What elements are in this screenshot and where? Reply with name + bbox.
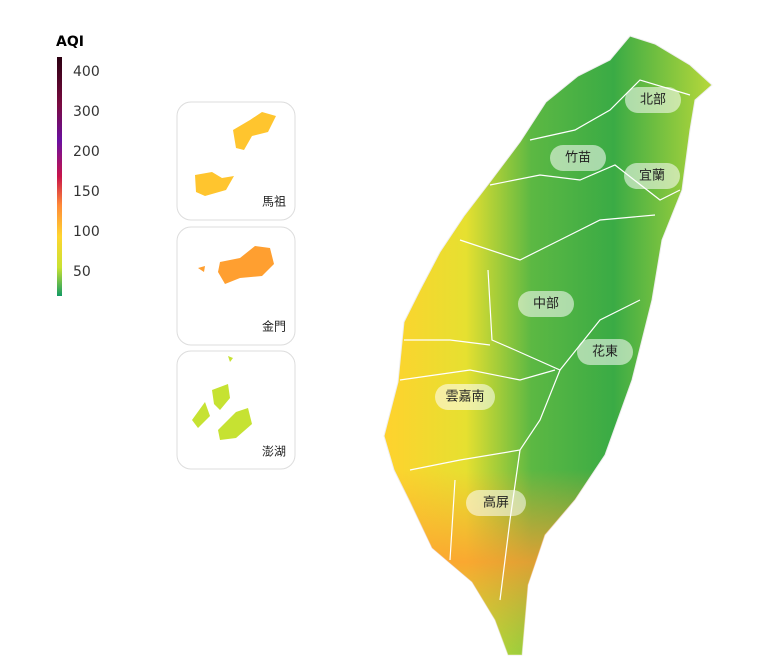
region-pill [625, 87, 681, 113]
region-label: 中部 [533, 297, 559, 312]
legend-ticks: 400 300 200 150 100 50 [73, 64, 100, 280]
region-pill [518, 291, 574, 317]
region-label: 竹苗 [565, 151, 591, 166]
penghu-shape [192, 356, 252, 440]
legend-title: AQI [56, 34, 84, 50]
legend-tick: 150 [73, 184, 100, 200]
region-pill [550, 145, 606, 171]
region-pill [435, 384, 495, 410]
south-shade [384, 36, 712, 655]
legend-tick: 100 [73, 224, 100, 240]
color-bar [57, 57, 62, 296]
legend-tick: 50 [73, 264, 91, 280]
borders [399, 79, 691, 601]
inset-label: 金門 [262, 319, 286, 334]
kinmen-shape [198, 246, 274, 284]
legend-tick: 400 [73, 64, 100, 80]
taiwan [383, 35, 713, 656]
insets: 馬祖 金門 澎湖 [176, 101, 296, 470]
region-pill [624, 163, 680, 189]
region-pill [466, 490, 526, 516]
region-label: 花東 [592, 344, 618, 360]
region-pill [577, 339, 633, 365]
legend-tick: 200 [73, 144, 100, 160]
matsu-shape [195, 112, 276, 196]
legend: AQI 400 300 200 150 100 50 [56, 34, 100, 296]
legend-tick: 300 [73, 104, 100, 120]
inset-label: 澎湖 [262, 444, 286, 459]
inset-box [176, 350, 296, 470]
inset-label: 馬祖 [262, 194, 286, 209]
region-label: 高屏 [483, 495, 509, 511]
region-label: 北部 [640, 93, 666, 108]
region-label: 雲嘉南 [445, 389, 484, 405]
region-label: 宜蘭 [639, 168, 665, 184]
